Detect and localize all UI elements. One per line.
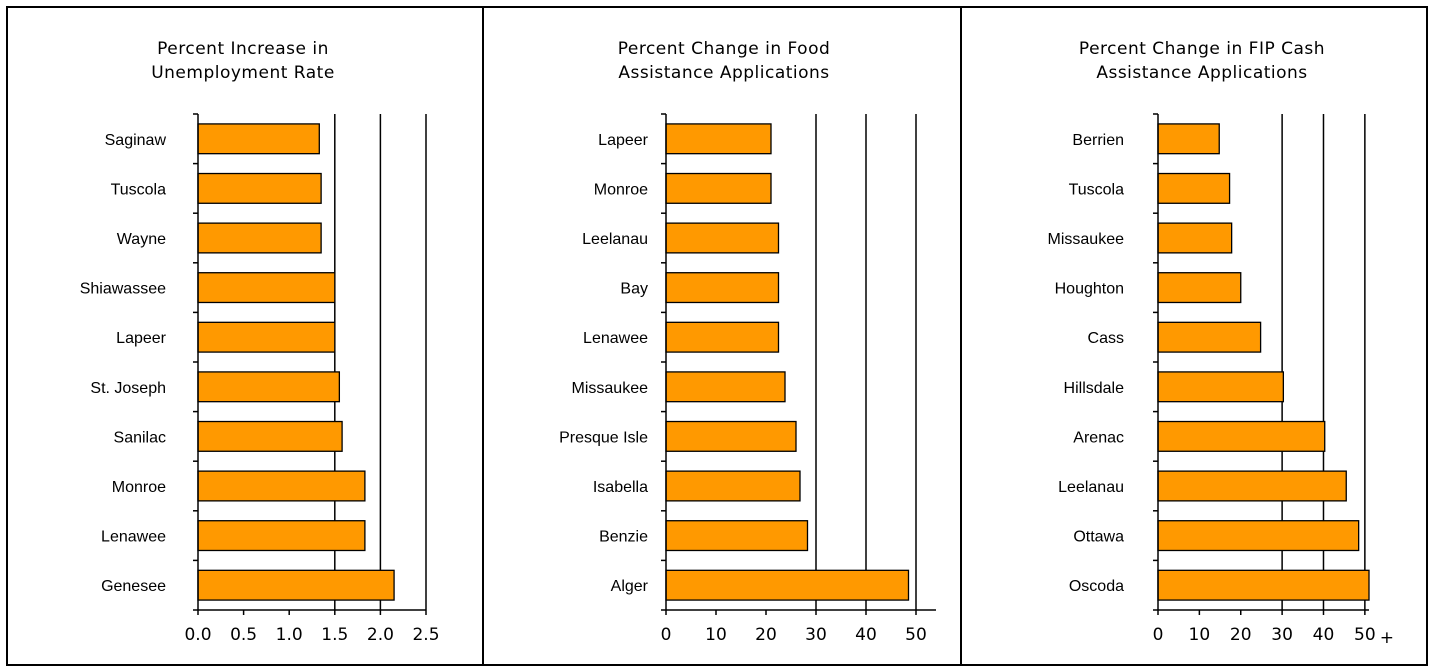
category-label: Saginaw	[105, 132, 167, 149]
category-label: Monroe	[594, 181, 648, 198]
chart-panel-unemployment: Percent Increase in Unemployment Rate Sagi…	[8, 6, 482, 666]
chart-unemployment: Percent Increase in Unemployment Rate Sagi…	[80, 39, 440, 645]
category-label: Lapeer	[598, 132, 648, 149]
category-label: Leelanau	[1058, 479, 1124, 496]
bar-tuscola	[1157, 172, 1231, 204]
bar-monroe	[197, 470, 366, 502]
category-label: Tuscola	[111, 181, 167, 198]
x-tick-label: 50	[1354, 625, 1376, 645]
bar-alger	[665, 569, 910, 601]
category-label: Hillsdale	[1064, 380, 1125, 397]
x-tick-label: 0	[661, 625, 672, 645]
figure-frame	[6, 6, 1428, 666]
bar-presque-isle	[665, 420, 797, 452]
category-label: Cass	[1088, 330, 1124, 347]
panel-divider-2	[960, 6, 962, 666]
category-label: Benzie	[599, 529, 648, 546]
x-tick-suffix: +	[1380, 628, 1394, 648]
x-tick-label: 10	[705, 625, 727, 645]
bar-leelanau	[665, 222, 780, 254]
category-label: Lenawee	[101, 529, 166, 546]
bar-isabella	[665, 470, 801, 502]
chart-panel-fip-cash: Percent Change in FIP Cash Assistance App…	[962, 6, 1428, 666]
category-label: Sanilac	[114, 429, 166, 446]
x-tick-label: 30	[1271, 625, 1293, 645]
chart-title-line-1: Percent Change in FIP Cash	[1079, 39, 1325, 59]
bar-cass	[1157, 321, 1262, 353]
x-tick-label: 0	[1153, 625, 1164, 645]
bar-sanilac	[197, 420, 343, 452]
chart-panel-food-assistance: Percent Change in Food Assistance Applica…	[484, 6, 960, 666]
category-label: Ottawa	[1073, 529, 1124, 546]
bar-lenawee	[197, 520, 366, 552]
bar-tuscola	[197, 172, 322, 204]
x-tick-label: 2.0	[367, 625, 394, 645]
panel-divider-1	[482, 6, 484, 666]
category-label: Arenac	[1073, 429, 1124, 446]
category-label: Missaukee	[1048, 231, 1125, 248]
chart-title-line-2: Assistance Applications	[1096, 63, 1307, 83]
bar-saginaw	[197, 123, 320, 155]
bar-hillsdale	[1157, 371, 1285, 403]
bar-st-joseph	[197, 371, 341, 403]
category-label: Tuscola	[1069, 181, 1125, 198]
bar-lenawee	[665, 321, 780, 353]
x-tick-label: 30	[805, 625, 827, 645]
bar-ottawa	[1157, 520, 1360, 552]
category-label: Isabella	[593, 479, 648, 496]
category-label: Leelanau	[582, 231, 648, 248]
bar-houghton	[1157, 272, 1242, 304]
chart-title-line-1: Percent Change in Food	[618, 39, 831, 59]
x-tick-label: 1.0	[276, 625, 303, 645]
x-tick-label: 10	[1189, 625, 1211, 645]
bar-wayne	[197, 222, 322, 254]
bar-shiawassee	[197, 272, 336, 304]
x-tick-label: 40	[855, 625, 877, 645]
category-label: Houghton	[1055, 281, 1124, 298]
x-tick-label: 20	[1230, 625, 1252, 645]
bar-lapeer	[197, 321, 336, 353]
x-tick-label: 1.5	[321, 625, 348, 645]
chart-fip-cash: Percent Change in FIP Cash Assistance App…	[1048, 39, 1394, 648]
bar-berrien	[1157, 123, 1220, 155]
bar-benzie	[665, 520, 809, 552]
bar-genesee	[197, 569, 395, 601]
category-label: St. Joseph	[90, 380, 166, 397]
category-label: Presque Isle	[559, 429, 648, 446]
category-label: Shiawassee	[80, 281, 166, 298]
bar-bay	[665, 272, 780, 304]
bar-arenac	[1157, 420, 1326, 452]
x-tick-label: 40	[1313, 625, 1335, 645]
category-label: Lenawee	[583, 330, 648, 347]
bar-leelanau	[1157, 470, 1347, 502]
bar-missaukee	[1157, 222, 1233, 254]
x-tick-label: 50	[905, 625, 927, 645]
chart-title-line-1: Percent Increase in	[157, 39, 329, 59]
category-label: Bay	[620, 281, 648, 298]
x-tick-label: 0.0	[184, 625, 211, 645]
category-label: Wayne	[117, 231, 166, 248]
category-label: Oscoda	[1069, 578, 1124, 595]
category-label: Monroe	[112, 479, 166, 496]
chart-title-line-2: Assistance Applications	[618, 63, 829, 83]
x-tick-label: 0.5	[230, 625, 257, 645]
bar-missaukee	[665, 371, 786, 403]
category-label: Berrien	[1072, 132, 1124, 149]
bar-oscoda	[1157, 569, 1370, 601]
x-tick-label: 2.5	[412, 625, 439, 645]
chart-title-line-2: Unemployment Rate	[151, 63, 335, 83]
chart-food-assistance: Percent Change in Food Assistance Applica…	[559, 39, 936, 645]
bar-monroe	[665, 172, 772, 204]
bar-lapeer	[665, 123, 772, 155]
category-label: Missaukee	[572, 380, 649, 397]
category-label: Lapeer	[116, 330, 166, 347]
category-label: Genesee	[101, 578, 166, 595]
x-tick-label: 20	[755, 625, 777, 645]
category-label: Alger	[611, 578, 649, 595]
